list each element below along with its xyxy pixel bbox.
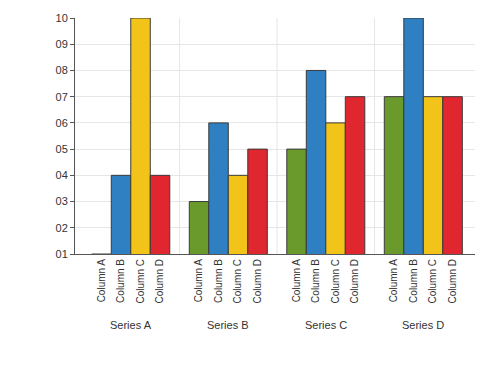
svg-text:10: 10 [56,12,68,24]
svg-text:Column D: Column D [252,259,263,303]
svg-text:Column B: Column B [408,259,419,303]
svg-text:Column C: Column C [232,259,243,303]
svg-text:05: 05 [56,143,68,155]
svg-text:09: 09 [56,38,68,50]
svg-text:Column C: Column C [135,259,146,303]
svg-text:08: 08 [56,64,68,76]
svg-text:04: 04 [56,169,68,181]
svg-text:Series A: Series A [110,319,152,331]
svg-text:02: 02 [56,222,68,234]
svg-text:Column C: Column C [330,259,341,303]
svg-text:Column C: Column C [427,259,438,303]
svg-text:Column D: Column D [349,259,360,303]
svg-text:Column B: Column B [310,259,321,303]
svg-text:01: 01 [56,248,68,260]
svg-text:Column A: Column A [96,259,107,303]
svg-text:Series B: Series B [207,319,249,331]
svg-text:Column B: Column B [213,259,224,303]
svg-text:Series C: Series C [305,319,347,331]
svg-text:Column D: Column D [154,259,165,303]
svg-text:Column B: Column B [115,259,126,303]
svg-text:06: 06 [56,117,68,129]
svg-text:03: 03 [56,195,68,207]
svg-text:Series D: Series D [402,319,444,331]
svg-text:07: 07 [56,91,68,103]
svg-text:Column A: Column A [388,259,399,303]
svg-text:Column A: Column A [291,259,302,303]
svg-text:Column D: Column D [447,259,458,303]
svg-text:Column A: Column A [193,259,204,303]
